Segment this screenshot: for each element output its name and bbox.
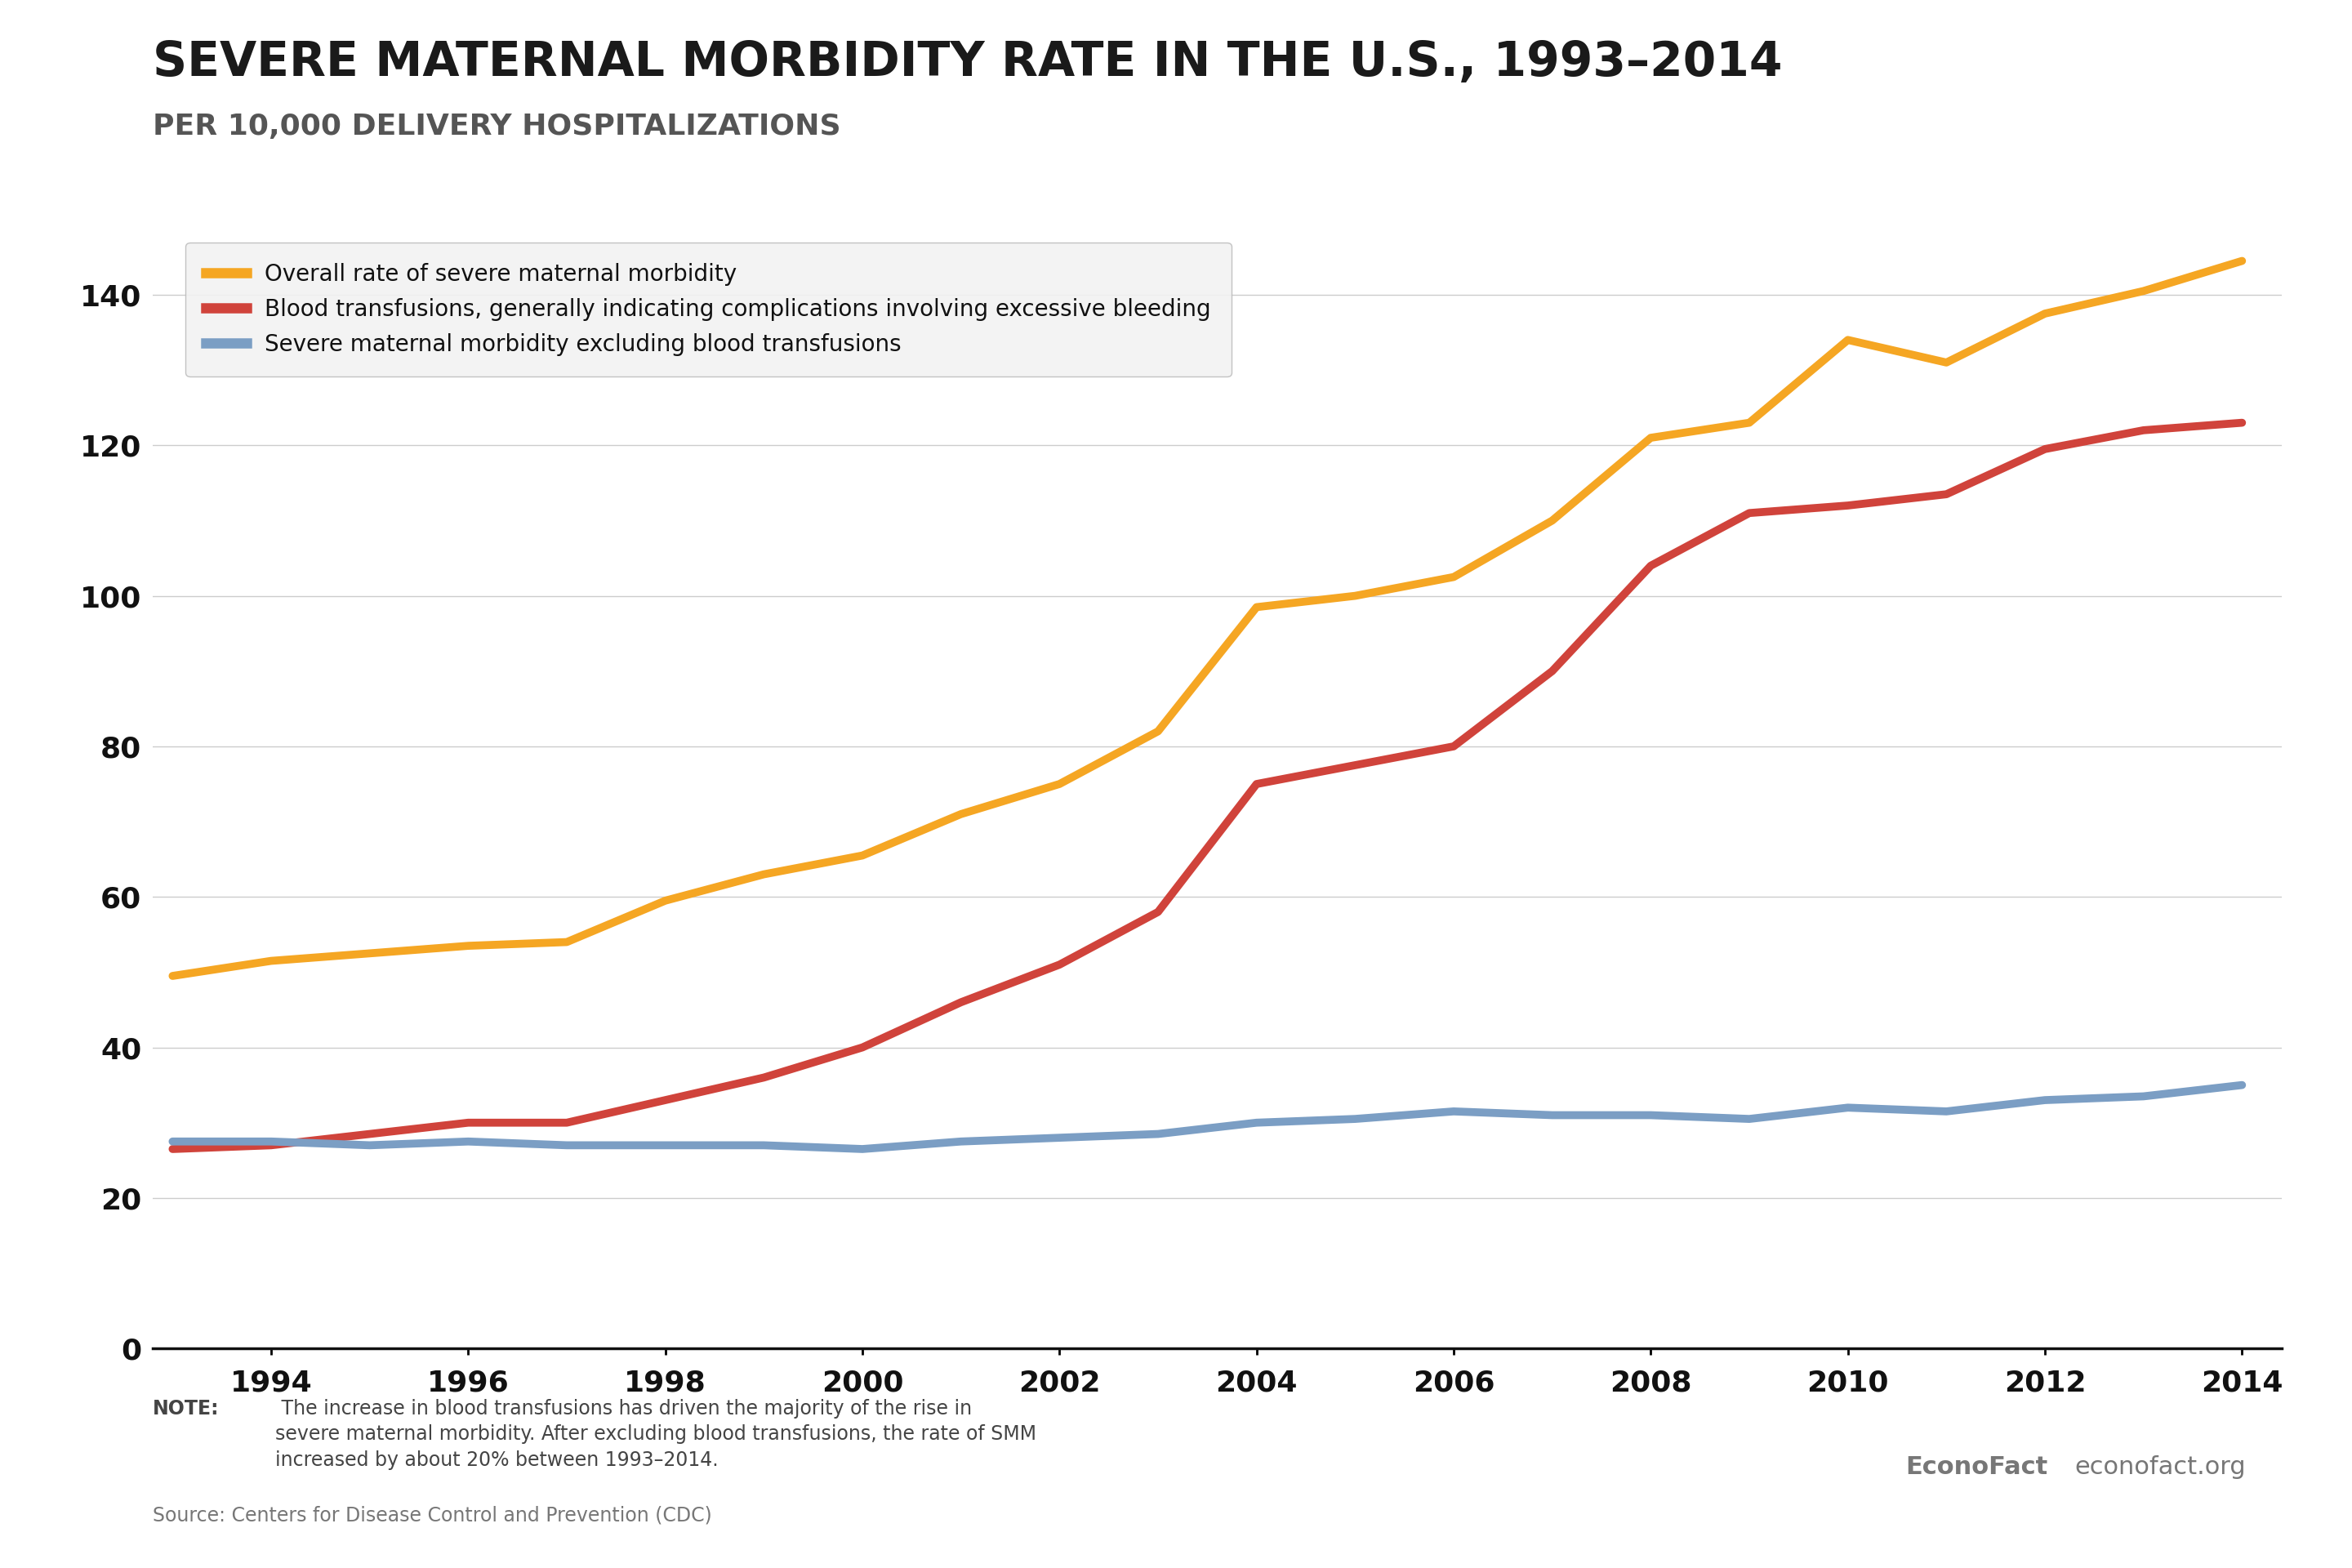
Text: The increase in blood transfusions has driven the majority of the rise in
severe: The increase in blood transfusions has d… [275, 1399, 1037, 1469]
Text: PER 10,000 DELIVERY HOSPITALIZATIONS: PER 10,000 DELIVERY HOSPITALIZATIONS [153, 113, 842, 141]
Legend: Overall rate of severe maternal morbidity, Blood transfusions, generally indicat: Overall rate of severe maternal morbidit… [186, 241, 1232, 376]
Text: NOTE:: NOTE: [153, 1399, 219, 1417]
Text: EconoFact: EconoFact [1905, 1455, 2049, 1479]
Text: econofact.org: econofact.org [2074, 1455, 2246, 1479]
Text: SEVERE MATERNAL MORBIDITY RATE IN THE U.S., 1993–2014: SEVERE MATERNAL MORBIDITY RATE IN THE U.… [153, 39, 1783, 86]
Text: Source: Centers for Disease Control and Prevention (CDC): Source: Centers for Disease Control and … [153, 1505, 713, 1524]
